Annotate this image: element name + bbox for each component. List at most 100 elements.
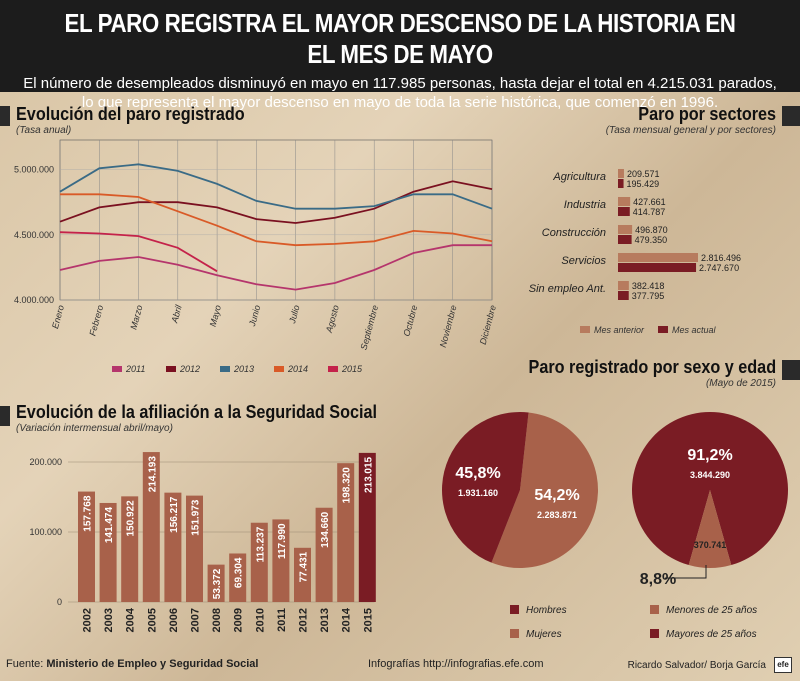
legend-swatch [650, 605, 659, 614]
sector-label: Servicios [561, 255, 606, 267]
afiliacion-bar [272, 519, 290, 602]
sexo-chart-title: Paro registrado por sexo y edad [528, 357, 776, 377]
footer-authors: Ricardo Salvador/ Borja García [627, 660, 766, 671]
y-tick-label: 200.000 [29, 457, 62, 467]
x-tick-label: Agosto [324, 304, 341, 335]
afiliacion-value-label: 141.474 [104, 507, 115, 544]
legend-label-2011: 2011 [125, 364, 145, 374]
afiliacion-value-label: 151.973 [191, 499, 202, 536]
sector-value-label: 2.816.496 [701, 253, 741, 263]
x-tick-label: Julio [287, 304, 302, 325]
y-tick-label: 0 [57, 597, 62, 607]
afiliacion-year-label: 2002 [82, 608, 94, 632]
pie-slice-mayores [632, 412, 788, 566]
sector-value-label: 377.795 [632, 291, 665, 301]
paro-line-chart: 4.000.000 4.500.000 5.000.000 Enero Febrero M… [14, 139, 498, 374]
pie-pct-hombres: 45,8% [455, 465, 500, 482]
pie-slice-menores [688, 490, 732, 569]
legend-label-2015: 2015 [341, 364, 363, 374]
series-line-2011 [59, 244, 492, 291]
legend-label: Mes actual [672, 325, 717, 335]
afiliacion-value-label: 156.217 [169, 496, 180, 533]
afiliacion-bar [358, 452, 376, 602]
legend-label-2012: 2012 [179, 364, 200, 374]
afiliacion-year-label: 2012 [298, 608, 310, 632]
sector-bar-mes-actual [618, 291, 629, 300]
footer-source-value: Ministerio de Empleo y Seguridad Social [46, 658, 259, 670]
legend-swatch [658, 326, 668, 333]
x-tick-label: Enero [50, 304, 66, 330]
sexo-chart-subtitle: (Mayo de 2015) [705, 378, 776, 389]
afiliacion-year-label: 2010 [254, 608, 266, 632]
afiliacion-bar [337, 463, 355, 602]
footer-source-label: Fuente: [6, 658, 44, 670]
sector-bar-mes-anterior [618, 197, 631, 206]
legend-swatch [580, 326, 590, 333]
legend-swatch-2013 [220, 366, 230, 372]
legend-swatch-2014 [274, 366, 284, 372]
series-line-2012 [59, 180, 493, 224]
callout-line [665, 565, 707, 579]
sectores-chart-title: Paro por sectores [638, 104, 776, 124]
footer-infographics: Infografías http://infografias.efe.com [368, 658, 544, 670]
afiliacion-chart-subtitle: (Variación intermensual abril/mayo) [16, 423, 173, 434]
plot-frame [59, 139, 493, 301]
afiliacion-year-label: 2015 [362, 608, 374, 632]
sector-value-label: 2.747.670 [699, 263, 739, 273]
afiliacion-value-label: 113.237 [255, 526, 266, 562]
legend-swatch-2011 [112, 366, 122, 372]
x-tick-label: Junio [247, 304, 262, 328]
afiliacion-bar-chart: 0 100.000 200.000 157.768 2002 141.474 2003 150… [29, 452, 376, 632]
afiliacion-bar [229, 553, 247, 602]
afiliacion-bar [121, 496, 139, 602]
afiliacion-value-label: 198.320 [342, 467, 353, 504]
sectores-chart-subtitle: (Tasa mensual general y por sectores) [605, 125, 776, 136]
afiliacion-value-label: 150.922 [126, 500, 137, 537]
series-line-2014 [60, 193, 493, 247]
afiliacion-value-label: 69.304 [234, 557, 245, 588]
legend-swatch [510, 605, 519, 614]
legend-label: Mes anterior [594, 325, 645, 335]
legend-label: Menores de 25 años [666, 605, 757, 616]
afiliacion-year-label: 2003 [103, 608, 115, 632]
pie-pct-menores: 8,8% [640, 571, 676, 588]
x-tick-label: Septiembre [359, 304, 381, 351]
afiliacion-bar [207, 564, 225, 602]
x-tick-label: Noviembre [438, 304, 459, 349]
page-title: EL PARO REGISTRA EL MAYOR DESCENSO DE LA… [64, 8, 736, 69]
afiliacion-bar [78, 491, 95, 602]
efe-logo: efe [774, 657, 792, 673]
legend-swatch-2015 [328, 366, 338, 372]
legend-label: Hombres [526, 605, 567, 616]
afiliacion-chart-title: Evolución de la afiliación a la Segurida… [16, 402, 378, 422]
pie-pct-mayores: 91,2% [687, 447, 732, 464]
sector-label: Sin empleo Ant. [529, 283, 606, 295]
sector-value-label: 479.350 [635, 235, 668, 245]
legend-swatch [650, 629, 659, 638]
paro-chart-title: Evolución del paro registrado [16, 104, 245, 124]
paro-chart-subtitle: (Tasa anual) [16, 125, 72, 136]
afiliacion-year-label: 2008 [211, 608, 223, 632]
pie-pct-mujeres: 54,2% [534, 487, 579, 504]
section-marker [782, 360, 800, 380]
sector-bar-mes-actual [618, 235, 632, 244]
afiliacion-bar [186, 495, 203, 602]
y-tick-label: 5.000.000 [14, 165, 54, 175]
afiliacion-bar [164, 492, 182, 602]
sector-value-label: 382.418 [632, 281, 665, 291]
pie-slice-mujeres [491, 412, 598, 568]
afiliacion-year-label: 2011 [276, 608, 288, 632]
afiliacion-value-label: 157.768 [83, 495, 94, 532]
afiliacion-value-label: 213.015 [363, 456, 374, 493]
pie-slice-hombres [441, 411, 529, 563]
series-line-2013 [59, 163, 493, 210]
pie-value-mujeres: 2.283.871 [537, 510, 577, 520]
afiliacion-bar [250, 522, 268, 602]
sector-value-label: 496.870 [635, 225, 668, 235]
afiliacion-year-label: 2014 [341, 607, 353, 632]
sector-bar-mes-actual [618, 179, 624, 188]
legend-swatch [510, 629, 519, 638]
afiliacion-year-label: 2004 [125, 607, 137, 632]
x-tick-label: Mayo [208, 304, 223, 328]
page-subtitle-line-2: lo que representa el mayor descenso en m… [81, 94, 719, 111]
